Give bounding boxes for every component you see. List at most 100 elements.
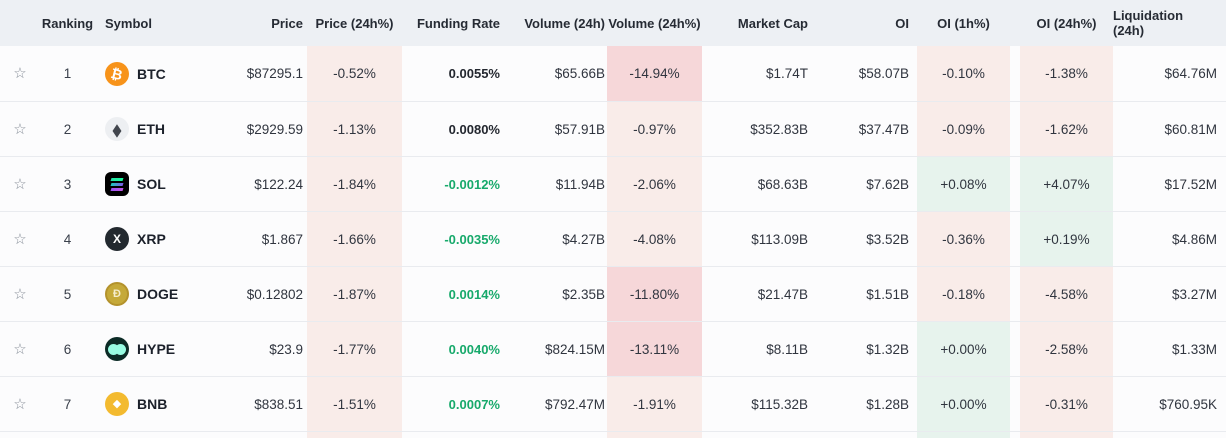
- star-icon[interactable]: ☆: [13, 395, 27, 413]
- price-24h-pct-value: -1.77%: [333, 341, 376, 357]
- oi-1h-pct-value: -0.09%: [942, 121, 985, 137]
- symbol-cell[interactable]: HYPE: [95, 322, 190, 376]
- symbol-cell[interactable]: SOL: [95, 157, 190, 211]
- table-row[interactable]: ☆ 2 ◆ ETH $2929.59 -1.13% 0.0080% $57.91…: [0, 101, 1226, 156]
- symbol-cell[interactable]: [95, 432, 190, 438]
- symbol-cell[interactable]: Ð DOGE: [95, 267, 190, 321]
- oi-1h-pct-cell: -0.36%: [917, 212, 1010, 266]
- volume-24h-value: $824.15M: [544, 341, 605, 357]
- table-row[interactable]: ☆ 1 ₿ BTC $87295.1 -0.52% 0.0055% $65.66…: [0, 46, 1226, 101]
- star-icon[interactable]: ☆: [13, 120, 27, 138]
- volume-24h-cell: $792.47M: [510, 377, 607, 431]
- symbol-cell[interactable]: ◆ ETH: [95, 102, 190, 156]
- oi-24h-pct-value: -2.58%: [1045, 341, 1088, 357]
- eth-icon: ◆: [105, 117, 129, 141]
- price-24h-pct-value: -1.87%: [333, 286, 376, 302]
- sol-bar: [110, 177, 124, 181]
- col-header-favorite: [0, 0, 40, 46]
- oi-value: $1.32B: [866, 341, 909, 357]
- btc-icon: ₿: [105, 61, 129, 86]
- table-row-partial[interactable]: [0, 431, 1226, 438]
- volume-24h-cell: $65.66B: [510, 46, 607, 101]
- oi-24h-pct-cell: -2.58%: [1020, 322, 1113, 376]
- symbol-cell[interactable]: ₿ BTC: [95, 46, 190, 101]
- col-header-market-cap-label: Market Cap: [737, 15, 808, 31]
- table-row[interactable]: ☆ 6 HYPE $23.9 -1.77% 0.0040% $824.15M -…: [0, 321, 1226, 376]
- star-icon[interactable]: ☆: [13, 230, 27, 248]
- liquidation-24h-cell: $3.27M: [1113, 267, 1226, 321]
- funding-rate-value: 0.0007%: [448, 396, 500, 412]
- volume-24h-pct-cell: [607, 432, 702, 438]
- oi-cell: $1.32B: [815, 322, 917, 376]
- volume-24h-value: $57.91B: [554, 121, 605, 137]
- col-header-liquidation-24h[interactable]: Liquidation (24h): [1113, 0, 1226, 46]
- funding-rate-value: 0.0014%: [448, 286, 500, 302]
- col-header-volume-24h-pct[interactable]: Volume (24h%): [607, 0, 702, 46]
- market-cap-cell: $8.11B: [702, 322, 815, 376]
- oi-cell: $37.47B: [815, 102, 917, 156]
- price-24h-pct-value: -1.66%: [333, 231, 376, 247]
- symbol-cell[interactable]: ◆ BNB: [95, 377, 190, 431]
- price-24h-pct-cell: -1.13%: [307, 102, 402, 156]
- ranking-cell: 5: [40, 267, 95, 321]
- table-row[interactable]: ☆ 7 ◆ BNB $838.51 -1.51% 0.0007% $792.47…: [0, 376, 1226, 431]
- col-header-price[interactable]: Price: [190, 0, 307, 46]
- favorite-cell: [0, 432, 40, 438]
- col-header-oi-24h-pct[interactable]: OI (24h%): [1020, 0, 1113, 46]
- col-header-symbol[interactable]: Symbol: [95, 0, 190, 46]
- sol-bar: [110, 187, 124, 191]
- oi-1h-pct-value: -0.18%: [942, 286, 985, 302]
- oi-cell: $3.52B: [815, 212, 917, 266]
- funding-rate-cell: 0.0080%: [402, 102, 510, 156]
- market-cap-cell: $68.63B: [702, 157, 815, 211]
- ranking-value: 7: [63, 396, 72, 412]
- market-cap-cell: $115.32B: [702, 377, 815, 431]
- oi-1h-pct-cell: -0.09%: [917, 102, 1010, 156]
- price-24h-pct-cell: -1.51%: [307, 377, 402, 431]
- star-icon[interactable]: ☆: [13, 340, 27, 358]
- col-header-oi-1h-pct[interactable]: OI (1h%): [917, 0, 1010, 46]
- star-icon[interactable]: ☆: [13, 65, 27, 82]
- oi-24h-pct-value: +0.19%: [1043, 231, 1090, 247]
- oi-24h-pct-cell: +4.07%: [1020, 157, 1113, 211]
- col-header-volume-24h[interactable]: Volume (24h): [510, 0, 607, 46]
- volume-24h-pct-cell: -2.06%: [607, 157, 702, 211]
- column-gap: [1010, 377, 1020, 431]
- oi-cell: $7.62B: [815, 157, 917, 211]
- sol-bar: [110, 182, 124, 186]
- coin-icon: [105, 432, 129, 438]
- table-row[interactable]: ☆ 3 SOL $122.24 -1.84% -0.0012% $11.94B …: [0, 156, 1226, 211]
- col-header-oi[interactable]: OI: [815, 0, 917, 46]
- hype-wing: [115, 343, 126, 355]
- ranking-value: 5: [63, 286, 72, 302]
- market-cap-cell: $21.47B: [702, 267, 815, 321]
- col-header-market-cap[interactable]: Market Cap: [702, 0, 815, 46]
- price-value: $838.51: [254, 396, 303, 412]
- symbol-cell[interactable]: X XRP: [95, 212, 190, 266]
- oi-24h-pct-value: -4.58%: [1045, 286, 1088, 302]
- oi-cell: [815, 432, 917, 438]
- col-header-ranking[interactable]: Ranking: [40, 0, 95, 46]
- btc-glyph: ₿: [109, 64, 125, 83]
- table-row[interactable]: ☆ 5 Ð DOGE $0.12802 -1.87% 0.0014% $2.35…: [0, 266, 1226, 321]
- col-header-funding-rate[interactable]: Funding Rate: [402, 0, 510, 46]
- price-24h-pct-cell: -1.87%: [307, 267, 402, 321]
- col-header-price-24h-pct[interactable]: Price (24h%): [307, 0, 402, 46]
- star-icon[interactable]: ☆: [13, 175, 27, 193]
- oi-1h-pct-cell: +0.00%: [917, 322, 1010, 376]
- table-row[interactable]: ☆ 4 X XRP $1.867 -1.66% -0.0035% $4.27B …: [0, 211, 1226, 266]
- column-gap: [1010, 267, 1020, 321]
- oi-1h-pct-cell: +0.08%: [917, 157, 1010, 211]
- star-icon[interactable]: ☆: [13, 285, 27, 303]
- funding-rate-cell: 0.0007%: [402, 377, 510, 431]
- funding-rate-value: -0.0035%: [444, 231, 500, 247]
- hype-wing: [108, 343, 119, 355]
- symbol-label: ETH: [137, 121, 165, 137]
- price-value: $1.867: [261, 231, 303, 247]
- doge-glyph: Ð: [113, 287, 121, 300]
- oi-1h-pct-cell: -0.10%: [917, 46, 1010, 101]
- market-cap-cell: $352.83B: [702, 102, 815, 156]
- ranking-cell: 6: [40, 322, 95, 376]
- oi-1h-pct-value: -0.10%: [942, 66, 985, 81]
- funding-rate-cell: -0.0035%: [402, 212, 510, 266]
